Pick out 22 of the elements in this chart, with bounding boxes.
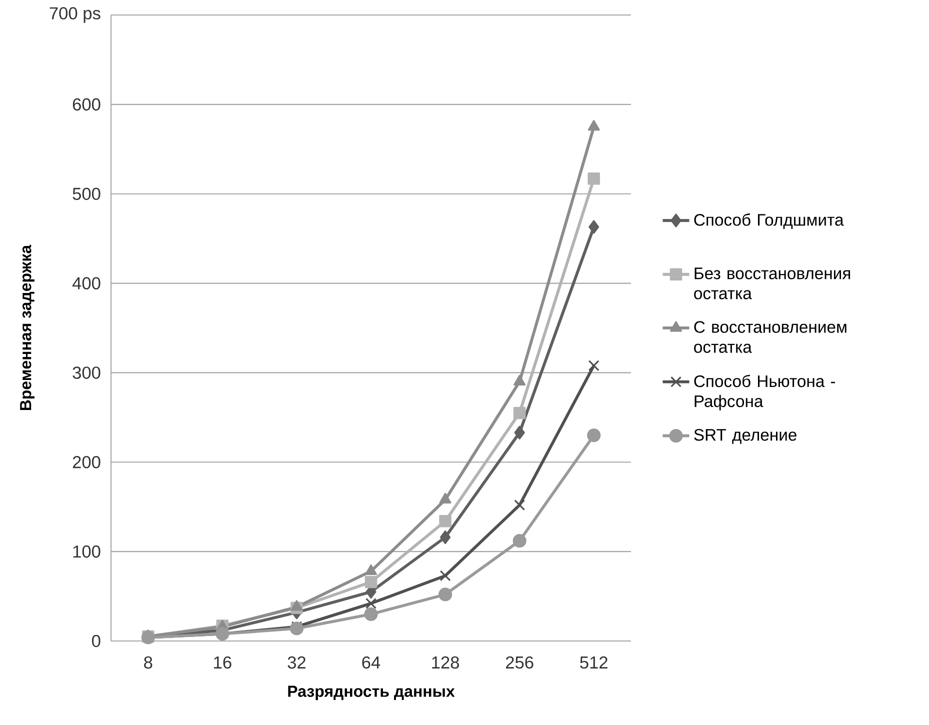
y-tick-label: 100 bbox=[73, 545, 100, 558]
legend-label: SRT деление bbox=[694, 428, 796, 444]
legend-label: Способ Голдшмита bbox=[694, 213, 844, 229]
legend-label: Без восстановления остатка bbox=[694, 268, 850, 300]
x-tick-label: 64 bbox=[362, 656, 380, 669]
y-tick-label: 200 bbox=[72, 456, 100, 468]
x-tick-label: 512 bbox=[580, 656, 608, 669]
y-tick-label: 700 ps bbox=[50, 7, 100, 23]
y-tick-label: 0 bbox=[92, 634, 100, 648]
y-tick-label: 500 bbox=[72, 188, 100, 200]
legend-label: Способ Ньютона - Рафсона bbox=[694, 374, 836, 410]
x-axis-title: Разрядность данных bbox=[288, 686, 455, 700]
x-tick-label: 256 bbox=[506, 656, 534, 669]
x-tick-label: 32 bbox=[288, 656, 306, 669]
x-tick-label: 16 bbox=[214, 656, 232, 669]
y-tick-label: 400 bbox=[72, 277, 100, 290]
x-tick-label: 8 bbox=[144, 656, 152, 669]
x-tick-label: 128 bbox=[432, 656, 459, 669]
y-tick-label: 300 bbox=[72, 366, 100, 379]
y-axis-title: Временная задержка bbox=[20, 244, 34, 410]
y-tick-label: 600 bbox=[72, 98, 100, 111]
legend-label: С восстановлением остатка bbox=[694, 321, 846, 353]
